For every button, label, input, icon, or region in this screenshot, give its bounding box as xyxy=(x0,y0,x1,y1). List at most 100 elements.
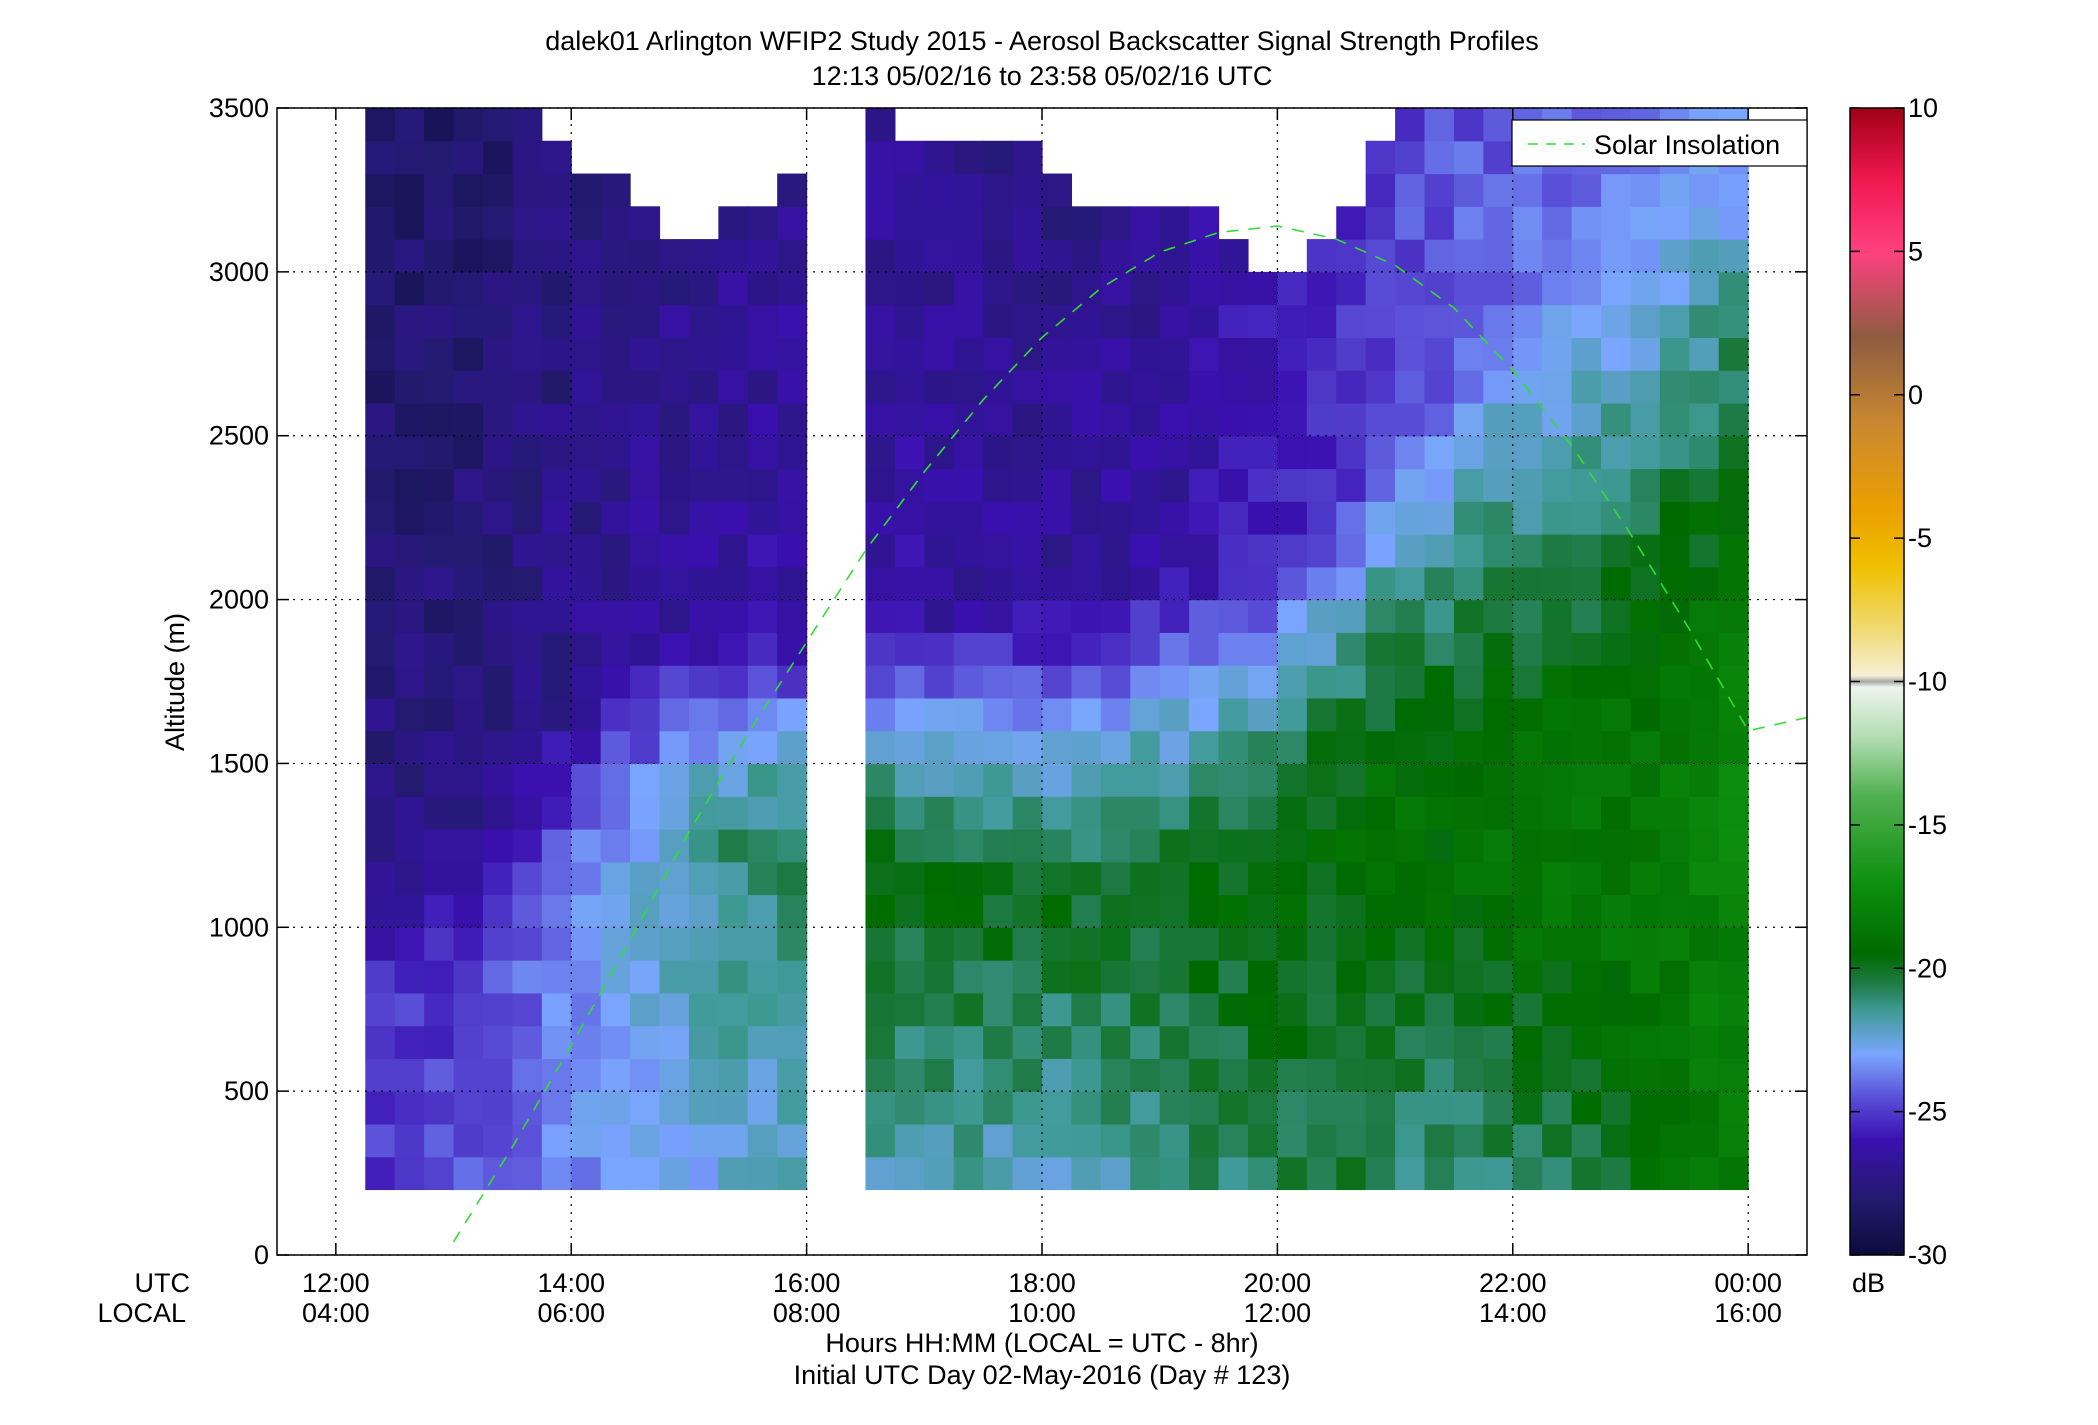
heatmap-cell xyxy=(630,1156,661,1191)
heatmap-cell xyxy=(1512,206,1543,240)
heatmap-cell xyxy=(1659,337,1690,371)
heatmap-cell xyxy=(659,239,690,273)
heatmap-cell xyxy=(1718,599,1749,633)
heatmap-cell xyxy=(453,927,484,961)
heatmap-cell xyxy=(571,337,602,371)
heatmap-cell xyxy=(1483,828,1514,863)
heatmap-cell xyxy=(777,173,808,207)
heatmap-cell xyxy=(747,763,778,797)
heatmap-cell xyxy=(482,435,513,470)
heatmap-cell xyxy=(1042,992,1073,1027)
heatmap-cell xyxy=(600,1156,631,1191)
heatmap-cell xyxy=(1130,861,1161,896)
heatmap-cell xyxy=(894,501,925,535)
heatmap-cell xyxy=(1718,1058,1749,1092)
heatmap-cell xyxy=(1189,894,1220,928)
heatmap-cell xyxy=(482,140,513,175)
colorbar-tick-label: -30 xyxy=(1908,1240,1947,1270)
heatmap-cell xyxy=(512,534,543,568)
x-tick-label-local: 06:00 xyxy=(537,1298,605,1328)
heatmap-cell xyxy=(1277,828,1308,863)
heatmap-cell xyxy=(983,992,1014,1027)
heatmap-cell xyxy=(1071,927,1102,961)
heatmap-cell xyxy=(1424,1123,1455,1158)
heatmap-cell xyxy=(1601,501,1632,535)
heatmap-cell xyxy=(718,370,749,404)
heatmap-cell xyxy=(1601,992,1632,1027)
heatmap-cell xyxy=(953,140,984,175)
heatmap-cell xyxy=(1601,599,1632,633)
heatmap-cell xyxy=(1512,632,1543,666)
heatmap-cell xyxy=(1042,1123,1073,1158)
heatmap-cell xyxy=(1159,599,1190,633)
heatmap-cell xyxy=(600,992,631,1027)
heatmap-cell xyxy=(482,894,513,928)
y-tick-label: 1000 xyxy=(209,912,269,942)
heatmap-cell xyxy=(777,796,808,830)
heatmap-cell xyxy=(1365,1091,1396,1125)
heatmap-cell xyxy=(1365,337,1396,371)
heatmap-cell xyxy=(1483,960,1514,994)
heatmap-cell xyxy=(1218,599,1249,633)
heatmap-cell xyxy=(1130,665,1161,699)
heatmap-cell xyxy=(718,468,749,502)
heatmap-cell xyxy=(571,894,602,928)
heatmap-cell xyxy=(1336,632,1367,666)
heatmap-cell xyxy=(1100,861,1131,896)
heatmap-cell xyxy=(1336,239,1367,273)
heatmap-cell xyxy=(1306,828,1337,863)
heatmap-cell xyxy=(1306,468,1337,502)
heatmap-cell xyxy=(983,632,1014,666)
heatmap-cell xyxy=(1689,697,1720,732)
heatmap-cell xyxy=(1689,796,1720,830)
heatmap-cell xyxy=(1512,402,1543,437)
heatmap-cell xyxy=(1159,1123,1190,1158)
heatmap-cell xyxy=(894,828,925,863)
heatmap-cell xyxy=(924,206,955,240)
heatmap-cell xyxy=(1218,304,1249,338)
heatmap-cell xyxy=(953,468,984,502)
heatmap-cell xyxy=(482,337,513,371)
heatmap-cell xyxy=(1630,337,1661,371)
heatmap-cell xyxy=(894,599,925,633)
heatmap-cell xyxy=(1042,927,1073,961)
heatmap-cell xyxy=(482,927,513,961)
heatmap-cell xyxy=(688,239,719,273)
heatmap-cell xyxy=(1218,239,1249,273)
heatmap-cell xyxy=(482,370,513,404)
heatmap-cell xyxy=(1395,337,1426,371)
heatmap-cell xyxy=(482,796,513,830)
colorbar-tick-label: -10 xyxy=(1908,667,1947,697)
heatmap-cell xyxy=(1542,697,1573,732)
heatmap-cell xyxy=(1012,239,1043,273)
heatmap-cell xyxy=(1542,337,1573,371)
heatmap-cell xyxy=(512,730,543,765)
heatmap-cell xyxy=(688,1123,719,1158)
heatmap-cell xyxy=(482,697,513,732)
heatmap-cell xyxy=(718,697,749,732)
heatmap-cell xyxy=(424,271,455,306)
heatmap-cell xyxy=(1571,665,1602,699)
heatmap-cell xyxy=(1247,435,1278,470)
heatmap-cell xyxy=(924,501,955,535)
heatmap-cell xyxy=(630,370,661,404)
heatmap-cell xyxy=(1365,1058,1396,1092)
heatmap-cell xyxy=(659,435,690,470)
heatmap-cell xyxy=(1159,861,1190,896)
heatmap-cell xyxy=(953,1058,984,1092)
heatmap-cell xyxy=(1042,337,1073,371)
heatmap-cell xyxy=(894,173,925,207)
heatmap-cell xyxy=(1571,206,1602,240)
heatmap-cell xyxy=(894,730,925,765)
heatmap-cell xyxy=(1130,763,1161,797)
heatmap-cell xyxy=(453,501,484,535)
heatmap-cell xyxy=(1453,894,1484,928)
heatmap-cell xyxy=(953,206,984,240)
heatmap-cell xyxy=(1130,1091,1161,1125)
heatmap-cell xyxy=(1483,665,1514,699)
x-tick-label-local: 10:00 xyxy=(1008,1298,1076,1328)
heatmap-cell xyxy=(1512,992,1543,1027)
heatmap-cell xyxy=(1218,370,1249,404)
heatmap-cell xyxy=(1453,730,1484,765)
heatmap-cell xyxy=(718,599,749,633)
